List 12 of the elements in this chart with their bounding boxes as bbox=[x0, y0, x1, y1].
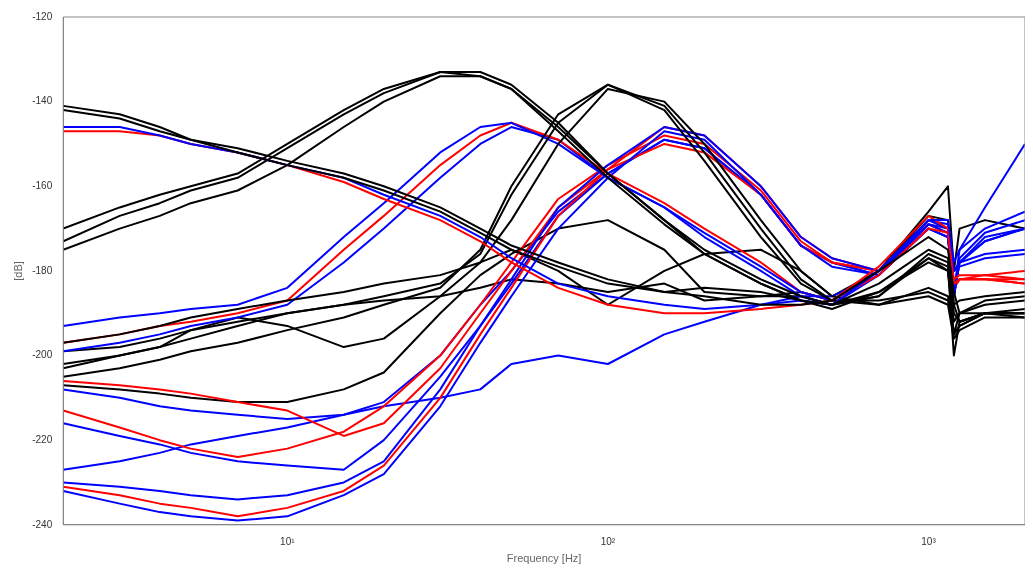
y-tick-label: -180 bbox=[32, 264, 53, 276]
y-tick-label: -120 bbox=[32, 10, 53, 22]
y-tick-label: -240 bbox=[32, 518, 53, 530]
x-tick-label: 10² bbox=[600, 535, 616, 547]
y-tick-label: -220 bbox=[32, 433, 53, 445]
y-tick-label: -160 bbox=[32, 180, 53, 192]
y-tick-label: -200 bbox=[32, 349, 53, 361]
x-tick-label: 10³ bbox=[921, 535, 937, 547]
x-tick-label: 10¹ bbox=[280, 535, 296, 547]
x-axis-title: Frequency [Hz] bbox=[506, 552, 582, 565]
y-axis-title: [dB] bbox=[11, 261, 24, 281]
y-tick-label: -140 bbox=[32, 95, 53, 107]
